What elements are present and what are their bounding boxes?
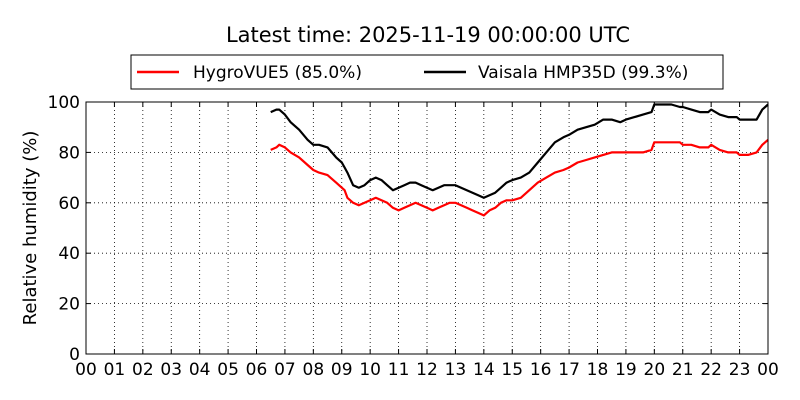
legend-label-hygrovue5: HygroVUE5 (85.0%) [193, 63, 362, 83]
x-tick-label: 22 [700, 360, 722, 380]
x-tick-label: 06 [246, 360, 268, 380]
x-tick-label: 08 [303, 360, 325, 380]
series-layer [270, 103, 769, 217]
y-tick-label: 100 [48, 93, 80, 113]
x-tick-label: 17 [558, 360, 580, 380]
x-tick-label: 20 [644, 360, 666, 380]
legend-label-vaisala: Vaisala HMP35D (99.3%) [478, 63, 688, 83]
x-tick-label: 01 [104, 360, 126, 380]
y-tick-label: 60 [58, 194, 80, 214]
x-tick-label: 09 [331, 360, 353, 380]
x-tick-label: 13 [445, 360, 467, 380]
x-tick-label: 19 [615, 360, 637, 380]
chart-title: Latest time: 2025-11-19 00:00:00 UTC [226, 23, 630, 47]
y-tick-label: 80 [58, 143, 80, 163]
x-tick-label: 21 [672, 360, 694, 380]
x-tick-label: 18 [587, 360, 609, 380]
x-tick-label: 23 [729, 360, 751, 380]
x-tick-label: 15 [501, 360, 523, 380]
x-tick-label: 14 [473, 360, 495, 380]
x-tick-label: 10 [359, 360, 381, 380]
legend: HygroVUE5 (85.0%) Vaisala HMP35D (99.3%) [130, 54, 724, 90]
y-tick-label: 20 [58, 295, 80, 315]
x-tick-label: 04 [189, 360, 211, 380]
grid [86, 102, 768, 354]
axes: 00 01 02 03 04 05 06 07 08 09 10 11 12 13 14 15 16 17 18 19… [48, 93, 779, 380]
x-tick-label: 05 [217, 360, 239, 380]
x-tick-label: 02 [132, 360, 154, 380]
series-line-hygrovue5 [270, 138, 769, 217]
x-tick-label: 00 [75, 360, 97, 380]
plot-frame [85, 101, 769, 355]
x-tick-label: 00 [757, 360, 779, 380]
x-tick-label: 11 [388, 360, 410, 380]
x-tick-label: 03 [160, 360, 182, 380]
y-tick-label: 40 [58, 244, 80, 264]
y-axis-label: Relative humidity (%) [20, 131, 41, 326]
series-line-vaisala [270, 103, 769, 199]
x-tick-label: 16 [530, 360, 552, 380]
y-tick-label: 0 [69, 345, 80, 365]
x-tick-label: 07 [274, 360, 296, 380]
x-tick-label: 12 [416, 360, 438, 380]
